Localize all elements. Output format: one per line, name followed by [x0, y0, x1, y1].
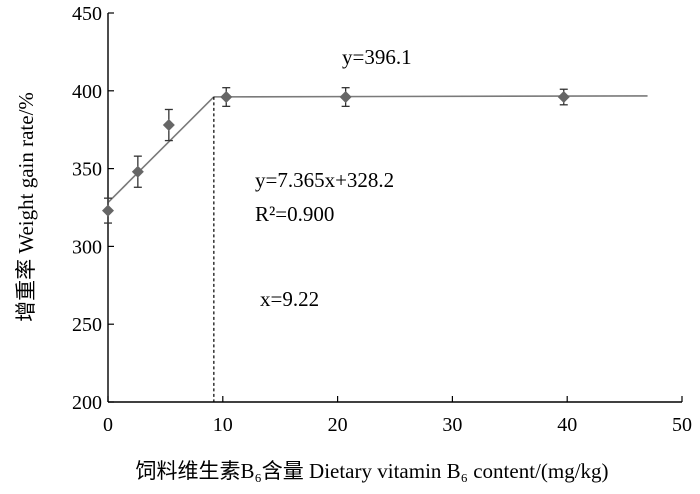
x-tick-label: 0 [103, 414, 113, 436]
y-tick-label: 450 [72, 3, 102, 25]
data-point [220, 91, 233, 104]
x-tick-label: 30 [442, 414, 462, 436]
data-point [102, 204, 114, 217]
breakpoint-label: x=9.22 [260, 287, 319, 311]
linear-fit-line [107, 96, 215, 204]
y-ticks: 200 250 300 350 400 450 [72, 3, 114, 414]
y-tick-label: 300 [72, 236, 102, 258]
y-tick-label: 250 [72, 314, 102, 336]
x-tick-label: 50 [672, 414, 692, 436]
x-tick-label: 10 [213, 414, 233, 436]
x-tick-label: 40 [557, 414, 577, 436]
x-axis-title: 饲料维生素B₆含量 Dietary vitamin B₆ content/(mg… [135, 459, 608, 483]
x-tick-label: 20 [328, 414, 348, 436]
linear-equation: y=7.365x+328.2 [255, 168, 394, 192]
y-axis-title: 增重率 Weight gain rate/% [14, 92, 38, 322]
y-tick-label: 200 [72, 392, 102, 414]
y-tick-label: 400 [72, 81, 102, 103]
data-points [102, 87, 570, 224]
plateau-equation: y=396.1 [342, 45, 412, 69]
data-point [339, 91, 352, 104]
x-ticks: 0 10 20 30 40 50 [103, 396, 692, 436]
axes [107, 13, 682, 403]
r-squared: R²=0.900 [255, 202, 334, 226]
fit-lines [107, 95, 648, 402]
y-tick-label: 350 [72, 159, 102, 181]
data-point [162, 119, 175, 132]
data-point [557, 91, 570, 104]
data-point [131, 165, 144, 178]
plateau-fit-line [213, 95, 648, 98]
